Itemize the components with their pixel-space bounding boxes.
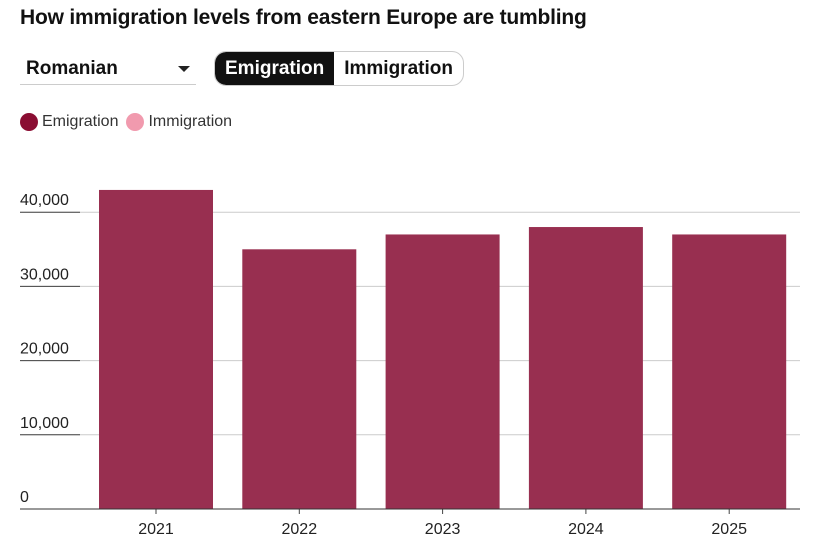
legend-swatch-icon [20, 113, 38, 131]
x-tick-label: 2022 [282, 521, 318, 538]
y-tick-label: 40,000 [20, 192, 69, 209]
legend-item-emigration: Emigration [20, 113, 118, 131]
legend: Emigration Immigration [20, 113, 232, 131]
nationality-dropdown[interactable]: Romanian [20, 52, 196, 85]
y-tick-label: 10,000 [20, 415, 69, 432]
x-tick-label: 2025 [711, 521, 747, 538]
y-tick-label: 0 [20, 489, 29, 506]
toggle-emigration[interactable]: Emigration [215, 52, 335, 85]
nationality-value: Romanian [26, 58, 118, 79]
legend-label: Immigration [148, 113, 233, 130]
legend-swatch-icon [126, 113, 145, 131]
bar-2025 [672, 234, 787, 509]
bar-2021 [99, 189, 213, 509]
chart-title: How immigration levels from eastern Euro… [20, 6, 587, 29]
x-tick-label: 2024 [568, 521, 604, 538]
y-tick-label: 30,000 [20, 266, 69, 283]
legend-label: Emigration [42, 113, 119, 130]
bar-2022 [242, 249, 357, 510]
bar-2024 [528, 227, 643, 510]
x-tick-label: 2023 [425, 521, 461, 538]
y-tick-label: 20,000 [20, 341, 69, 358]
direction-toggle: Emigration Immigration [214, 51, 464, 86]
toggle-immigration[interactable]: Immigration [344, 58, 453, 79]
bar-2023 [385, 234, 500, 509]
chevron-down-icon [178, 66, 190, 72]
x-tick-label: 2021 [138, 521, 174, 538]
legend-item-immigration: Immigration [126, 113, 232, 131]
